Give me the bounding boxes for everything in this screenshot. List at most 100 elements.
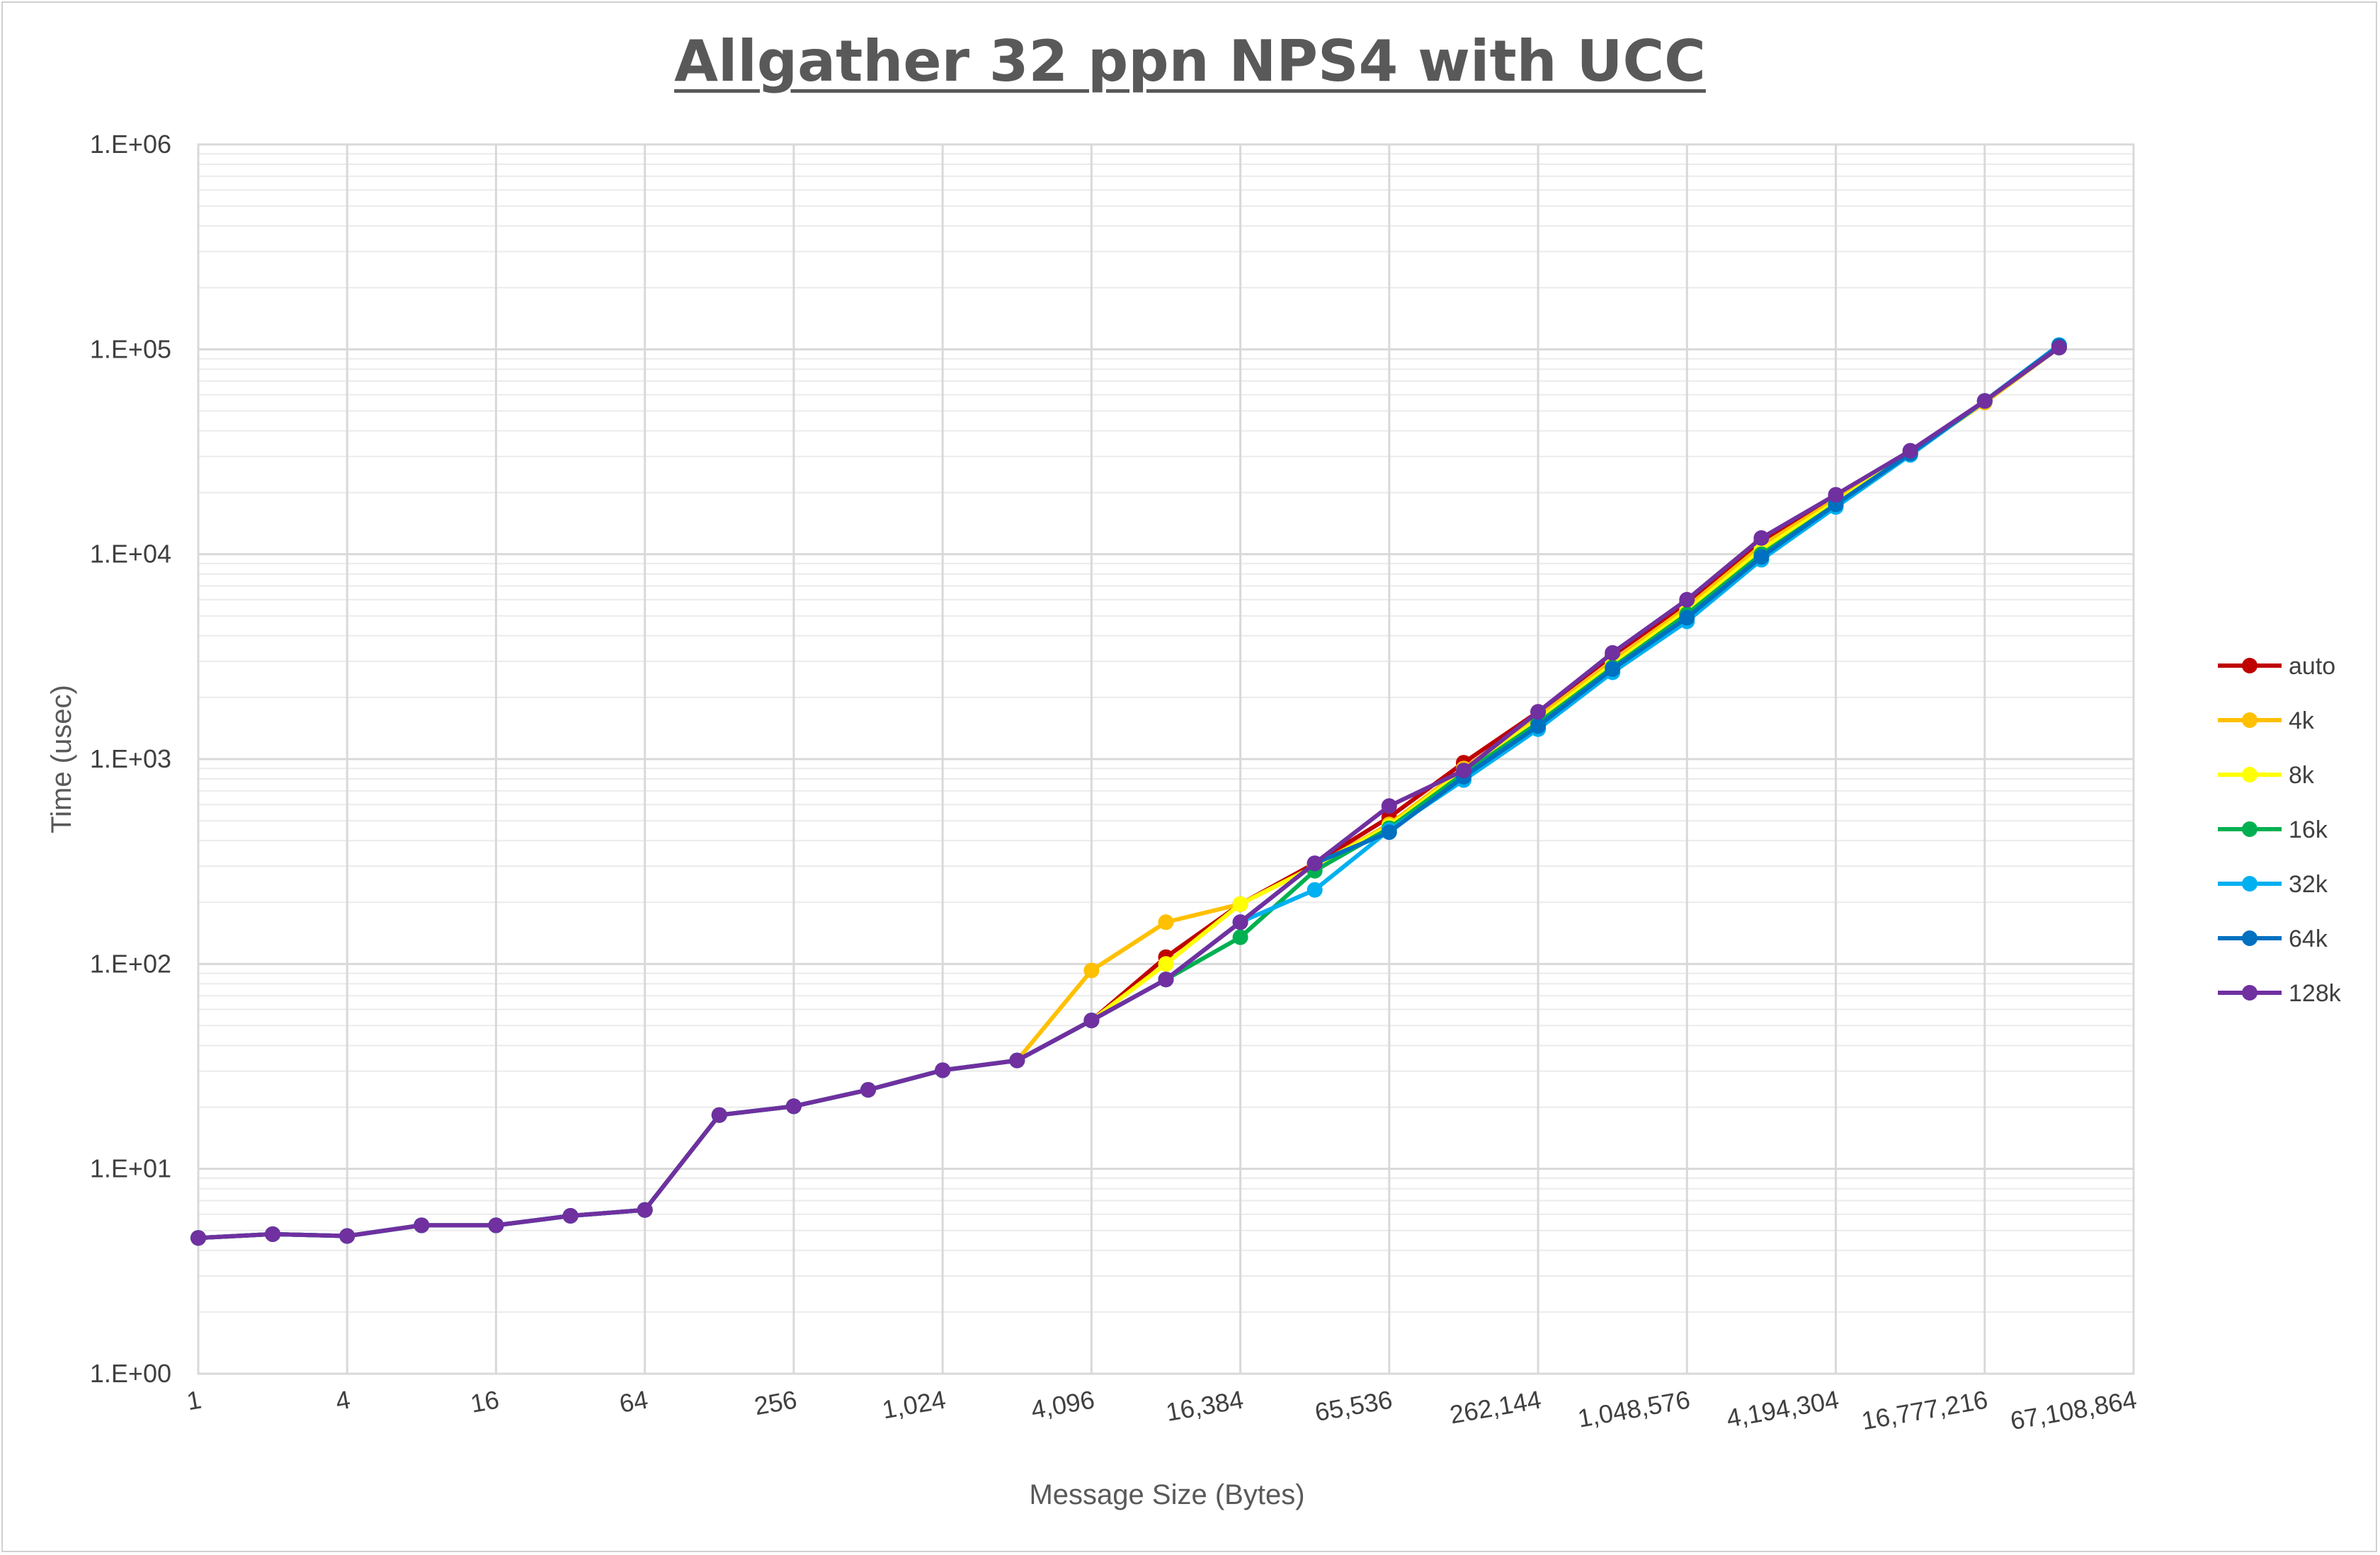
- data-point-128k: [1976, 393, 1993, 409]
- series-8k: [190, 339, 2067, 1246]
- y-tick-label: 1.E+01: [90, 1154, 171, 1183]
- series-auto: [190, 339, 2067, 1246]
- data-point-32k: [1306, 882, 1323, 898]
- data-point-128k: [1232, 914, 1248, 930]
- data-point-128k: [935, 1062, 951, 1078]
- legend-item-4k: 4k: [2218, 707, 2315, 734]
- data-point-128k: [1456, 763, 1471, 779]
- legend-label: 32k: [2289, 871, 2328, 898]
- minor-gridlines: [198, 153, 2134, 1313]
- data-point-128k: [1381, 798, 1397, 814]
- series-4k: [190, 339, 2067, 1246]
- legend-label: 8k: [2289, 762, 2315, 789]
- data-point-128k: [1753, 530, 1770, 546]
- y-tick-label: 1.E+05: [90, 334, 171, 363]
- x-axis-title: Message Size (Bytes): [1029, 1479, 1304, 1510]
- data-point-64k: [1530, 718, 1547, 734]
- data-point-64k: [1381, 824, 1397, 841]
- data-point-128k: [1902, 443, 1918, 459]
- x-tick-label: 256: [752, 1385, 799, 1421]
- x-tick-label: 4,194,304: [1724, 1385, 1841, 1433]
- data-point-128k: [860, 1082, 876, 1098]
- data-point-128k: [265, 1226, 281, 1242]
- x-tick-label: 16,777,216: [1860, 1385, 1991, 1436]
- y-axis-ticks: 1.E+00 1.E+01 1.E+02 1.E+03 1.E+04 1.E+05 1.E+…: [90, 130, 171, 1388]
- legend-swatch-marker: [2242, 930, 2257, 946]
- data-point-128k: [1009, 1052, 1025, 1069]
- series-line-64k: [198, 343, 2061, 1241]
- legend-swatch-marker: [2242, 658, 2257, 673]
- series-16k: [190, 339, 2067, 1246]
- data-point-64k: [1753, 549, 1770, 565]
- y-axis-title: Time (usec): [46, 685, 77, 833]
- series-line-8k: [198, 346, 2061, 1241]
- data-point-128k: [1530, 704, 1547, 720]
- data-point-128k: [562, 1208, 579, 1224]
- data-point-128k: [711, 1107, 727, 1123]
- data-point-128k: [190, 1230, 206, 1246]
- legend-item-8k: 8k: [2218, 762, 2315, 789]
- data-point-128k: [1083, 1013, 1100, 1029]
- data-point-4k: [1158, 914, 1174, 930]
- legend-swatch-marker: [2242, 876, 2257, 892]
- y-tick-label: 1.E+04: [90, 540, 171, 569]
- legend-swatch-marker: [2242, 712, 2257, 728]
- y-tick-label: 1.E+03: [90, 744, 171, 773]
- y-tick-label: 1.E+02: [90, 949, 171, 978]
- legend-item-auto: auto: [2218, 653, 2335, 680]
- series-line-16k: [198, 346, 2061, 1241]
- legend: auto 4k 8k 16k 32k 64k 128k: [2218, 653, 2342, 1007]
- data-point-16k: [1232, 929, 1248, 945]
- legend-label: 64k: [2289, 925, 2328, 952]
- x-tick-label: 262,144: [1447, 1385, 1543, 1430]
- series-line-128k: [198, 346, 2061, 1241]
- data-point-8k: [1232, 896, 1248, 912]
- x-tick-label: 64: [617, 1385, 651, 1418]
- data-point-64k: [1679, 610, 1695, 626]
- x-tick-label: 1,048,576: [1576, 1385, 1692, 1433]
- legend-swatch-marker: [2242, 767, 2257, 782]
- legend-item-128k: 128k: [2218, 980, 2342, 1007]
- legend-item-32k: 32k: [2218, 871, 2328, 898]
- data-point-128k: [1605, 645, 1621, 661]
- legend-item-64k: 64k: [2218, 925, 2328, 952]
- data-point-128k: [1158, 972, 1174, 988]
- series-64k: [190, 338, 2067, 1246]
- series-group: [190, 337, 2067, 1246]
- x-tick-label: 16,384: [1163, 1385, 1246, 1427]
- y-tick-label: 1.E+00: [90, 1359, 171, 1388]
- chart-title-text: Allgather 32 ppn NPS4 with UCC: [674, 28, 1706, 94]
- legend-label: 4k: [2289, 707, 2315, 734]
- data-point-128k: [414, 1217, 430, 1234]
- plot-border: [197, 143, 2135, 1375]
- plot-area-border: [197, 143, 2135, 1375]
- data-point-128k: [785, 1098, 802, 1115]
- data-point-8k: [1158, 956, 1174, 972]
- x-tick-label: 1: [185, 1385, 204, 1416]
- x-tick-label: 65,536: [1313, 1385, 1395, 1427]
- data-point-128k: [1828, 486, 1844, 503]
- legend-swatch-marker: [2242, 985, 2257, 1001]
- x-axis-ticks: 1 4 16 64 256 1,024 4,096 16,384 65,536 262,144 1,…: [185, 1385, 2139, 1436]
- x-tick-label: 4: [334, 1385, 353, 1416]
- legend-swatch-marker: [2242, 821, 2257, 837]
- chart-title: Allgather 32 ppn NPS4 with UCC: [0, 28, 2380, 94]
- x-tick-label: 1,024: [880, 1385, 948, 1425]
- series-line-auto: [198, 346, 2061, 1241]
- data-point-128k: [1306, 855, 1323, 872]
- data-point-128k: [637, 1202, 653, 1218]
- data-point-128k: [488, 1217, 504, 1234]
- series-128k: [190, 339, 2067, 1246]
- legend-label: 16k: [2289, 816, 2328, 843]
- x-tick-label: 67,108,864: [2008, 1385, 2139, 1436]
- data-point-64k: [1605, 661, 1621, 677]
- data-point-128k: [2051, 339, 2067, 355]
- x-tick-label: 16: [468, 1385, 501, 1418]
- legend-item-16k: 16k: [2218, 816, 2328, 843]
- data-point-128k: [339, 1228, 355, 1244]
- y-tick-label: 1.E+06: [90, 130, 171, 159]
- data-point-128k: [1679, 591, 1695, 608]
- legend-label: 128k: [2289, 980, 2342, 1007]
